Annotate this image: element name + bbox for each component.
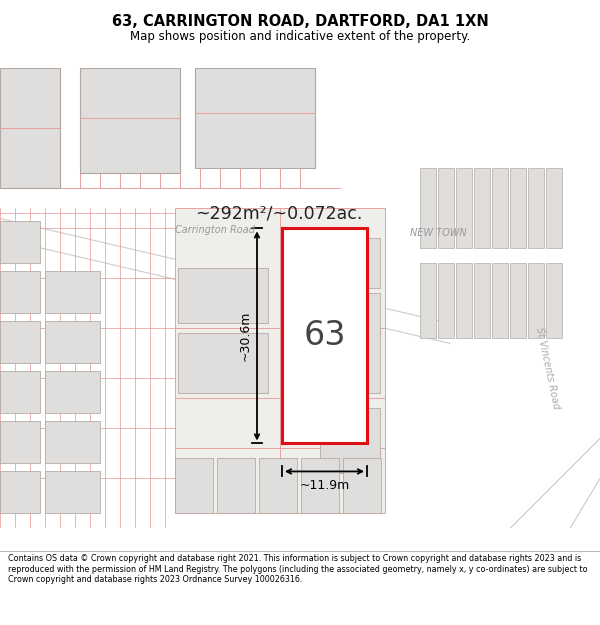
- Bar: [456, 264, 472, 339]
- Polygon shape: [0, 218, 450, 354]
- Text: Contains OS data © Crown copyright and database right 2021. This information is : Contains OS data © Crown copyright and d…: [8, 554, 587, 584]
- Polygon shape: [390, 303, 560, 394]
- Bar: [0, 421, 40, 464]
- Bar: [0, 221, 40, 264]
- Bar: [438, 264, 454, 339]
- Bar: [0, 68, 60, 189]
- Text: Map shows position and indicative extent of the property.: Map shows position and indicative extent…: [130, 30, 470, 43]
- Bar: [320, 294, 380, 394]
- Bar: [80, 68, 180, 173]
- Bar: [320, 238, 380, 289]
- Bar: [510, 264, 526, 339]
- Bar: [510, 168, 526, 248]
- Text: St Vincents Road: St Vincents Road: [535, 327, 562, 410]
- Bar: [175, 459, 213, 514]
- Bar: [420, 264, 436, 339]
- Bar: [546, 264, 562, 339]
- Bar: [343, 459, 381, 514]
- Bar: [0, 271, 40, 314]
- Bar: [528, 168, 544, 248]
- Text: ~30.6m: ~30.6m: [239, 311, 252, 361]
- Bar: [217, 459, 255, 514]
- Bar: [178, 269, 268, 324]
- Bar: [45, 471, 100, 514]
- Text: ~292m²/~0.072ac.: ~292m²/~0.072ac.: [195, 204, 362, 222]
- Text: ~11.9m: ~11.9m: [299, 479, 350, 492]
- Bar: [282, 228, 367, 444]
- Bar: [0, 371, 40, 414]
- Bar: [0, 471, 40, 514]
- Bar: [528, 264, 544, 339]
- Text: NEW TOWN: NEW TOWN: [410, 228, 467, 238]
- Bar: [195, 68, 315, 168]
- Bar: [474, 168, 490, 248]
- Bar: [45, 371, 100, 414]
- Bar: [45, 271, 100, 314]
- Bar: [492, 264, 508, 339]
- Bar: [474, 264, 490, 339]
- Bar: [259, 459, 297, 514]
- Bar: [546, 168, 562, 248]
- Text: 63, CARRINGTON ROAD, DARTFORD, DA1 1XN: 63, CARRINGTON ROAD, DARTFORD, DA1 1XN: [112, 14, 488, 29]
- Bar: [301, 459, 339, 514]
- Bar: [45, 321, 100, 363]
- Polygon shape: [490, 68, 600, 528]
- Bar: [45, 421, 100, 464]
- Bar: [456, 168, 472, 248]
- Bar: [492, 168, 508, 248]
- Bar: [420, 168, 436, 248]
- Bar: [0, 321, 40, 363]
- Bar: [178, 334, 268, 394]
- Text: Carrington Road: Carrington Road: [175, 226, 255, 236]
- Bar: [320, 409, 380, 474]
- Polygon shape: [480, 109, 600, 189]
- Text: 63: 63: [303, 319, 346, 352]
- Bar: [175, 209, 385, 514]
- Bar: [438, 168, 454, 248]
